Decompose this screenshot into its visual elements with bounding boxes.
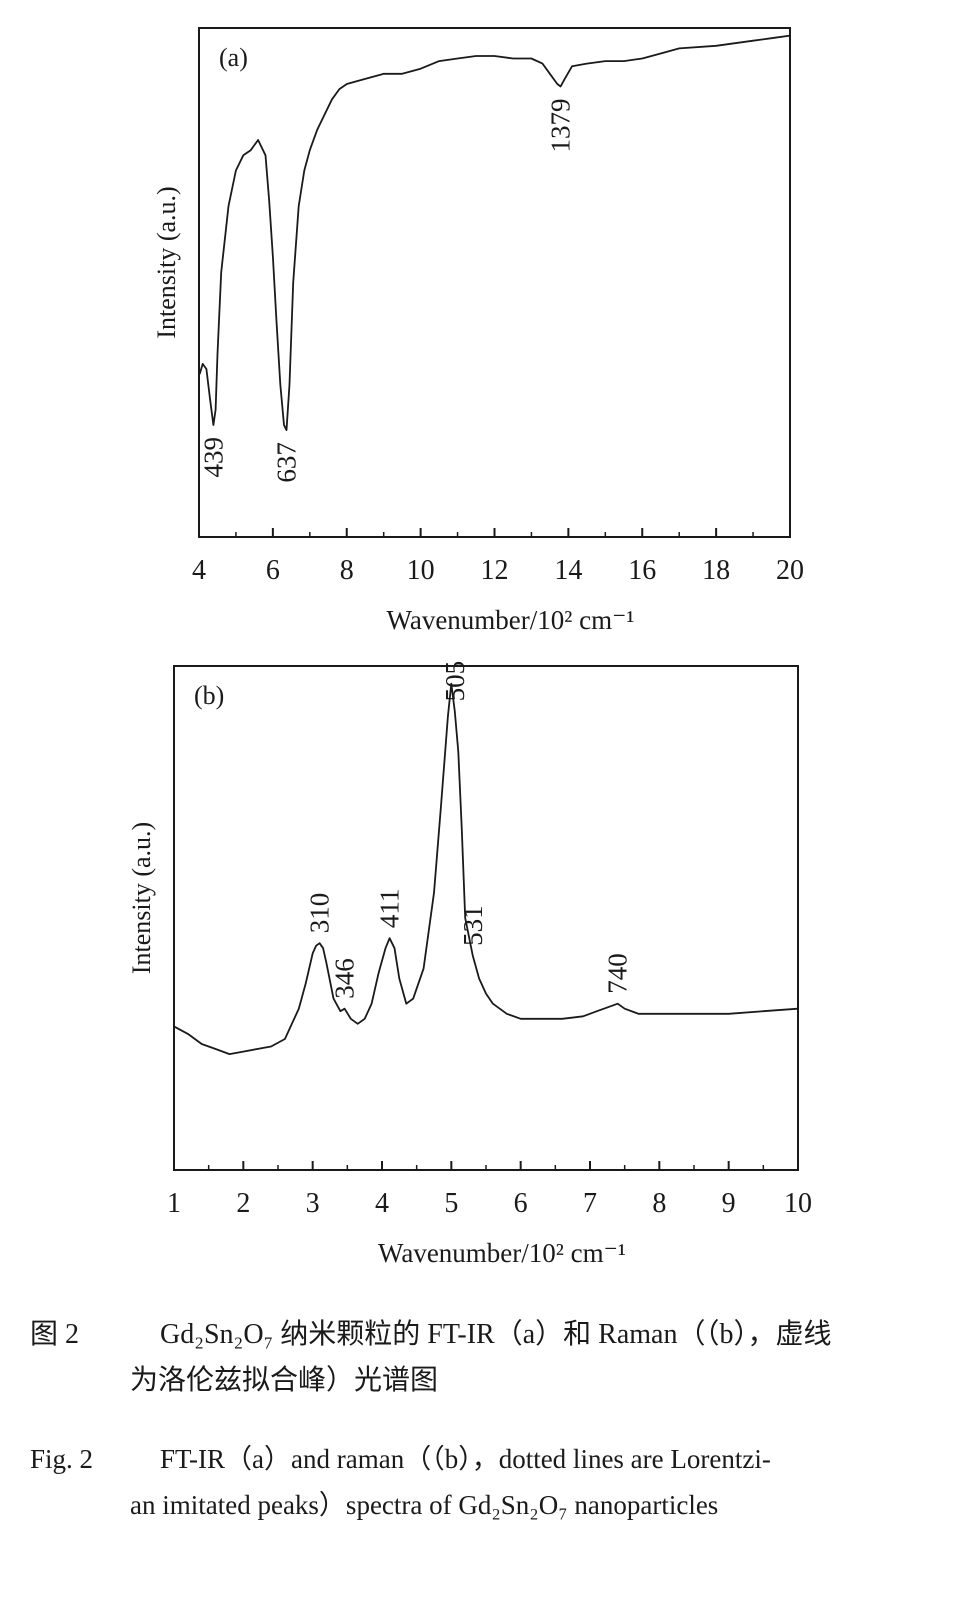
- caption-en-line2: an imitated peaks）spectra of Gd₂Sn₂O₇ na…: [130, 1490, 719, 1520]
- caption-zh-label: 图 2: [30, 1319, 80, 1350]
- chart-a-x-tick-label: 10: [407, 555, 435, 586]
- chart-b-x-tick-label: 3: [306, 1188, 320, 1219]
- chart-b-y-axis-label: Intensity (a.u.): [127, 822, 156, 974]
- chart-a-x-tick-label: 14: [554, 555, 582, 586]
- chart-b-x-tick-label: 4: [375, 1188, 389, 1219]
- chart-a-x-tick-label: 4: [192, 555, 206, 586]
- chart-b-x-tick-label: 6: [514, 1188, 528, 1219]
- caption-zh-line2: 为洛伦兹拟合峰）光谱图: [130, 1365, 439, 1396]
- chart-b-x-tick-label: 8: [652, 1188, 666, 1219]
- chart-b-x-tick-label: 7: [583, 1188, 597, 1219]
- chart-b-peak-label: 310: [305, 893, 335, 934]
- chart-b-x-tick-label: 1: [167, 1188, 181, 1219]
- chart-b-x-tick-label: 9: [722, 1188, 736, 1219]
- chart-b-panel-label: (b): [194, 681, 224, 710]
- chart-b-x-tick-label: 5: [444, 1188, 458, 1219]
- chart-b-peak-label: 505: [440, 661, 470, 702]
- chart-a-x-tick-label: 12: [481, 555, 509, 586]
- caption-chinese: 图 2 Gd₂Sn₂O₇ 纳米颗粒的 FT-IR（a）和 Raman（（b），虚…: [0, 1312, 957, 1404]
- chart-a-peak-label: 1379: [546, 99, 576, 153]
- chart-b: 1 2 3 4 5 6 7 8 9 10 Wavenumber/10² cm⁻¹ Intensity …: [127, 661, 812, 1268]
- caption-english: Fig. 2 FT-IR（a）and raman（（b），dotted line…: [0, 1436, 957, 1528]
- chart-b-x-tick-label: 10: [784, 1188, 812, 1219]
- chart-a-x-tick-label: 20: [776, 555, 804, 586]
- chart-a-x-tick-label: 8: [340, 555, 354, 586]
- chart-a: 4 6 8 10 12 14 16 18 20 Wavenumber/10² cm⁻¹ Intens…: [152, 27, 804, 635]
- chart-b-peak-label: 346: [330, 958, 360, 999]
- chart-a-x-tick-label: 16: [628, 555, 656, 586]
- chart-a-spectrum-line: [198, 34, 791, 431]
- chart-b-spectrum-line: [173, 682, 799, 1055]
- chart-a-peak-label: 439: [198, 437, 228, 478]
- chart-a-peak-label: 637: [272, 442, 302, 483]
- chart-b-peak-label: 531: [458, 905, 488, 946]
- chart-a-y-axis-label: Intensity (a.u.): [152, 186, 181, 338]
- caption-zh-line1: Gd₂Sn₂O₇ 纳米颗粒的 FT-IR（a）和 Raman（（b），虚线: [160, 1319, 832, 1350]
- chart-b-peak-label: 411: [375, 889, 405, 929]
- chart-a-x-tick-label: 18: [702, 555, 730, 586]
- chart-b-x-tick-label: 2: [236, 1188, 250, 1219]
- chart-b-x-axis-label: Wavenumber/10² cm⁻¹: [378, 1238, 626, 1268]
- caption-en-label: Fig. 2: [30, 1444, 94, 1474]
- chart-a-x-tick-label: 6: [266, 555, 280, 586]
- chart-a-panel-label: (a): [219, 43, 248, 72]
- caption-en-line1: FT-IR（a）and raman（（b），dotted lines are L…: [160, 1444, 771, 1474]
- chart-b-peak-label: 740: [603, 953, 633, 994]
- chart-a-x-axis-label: Wavenumber/10² cm⁻¹: [387, 605, 635, 635]
